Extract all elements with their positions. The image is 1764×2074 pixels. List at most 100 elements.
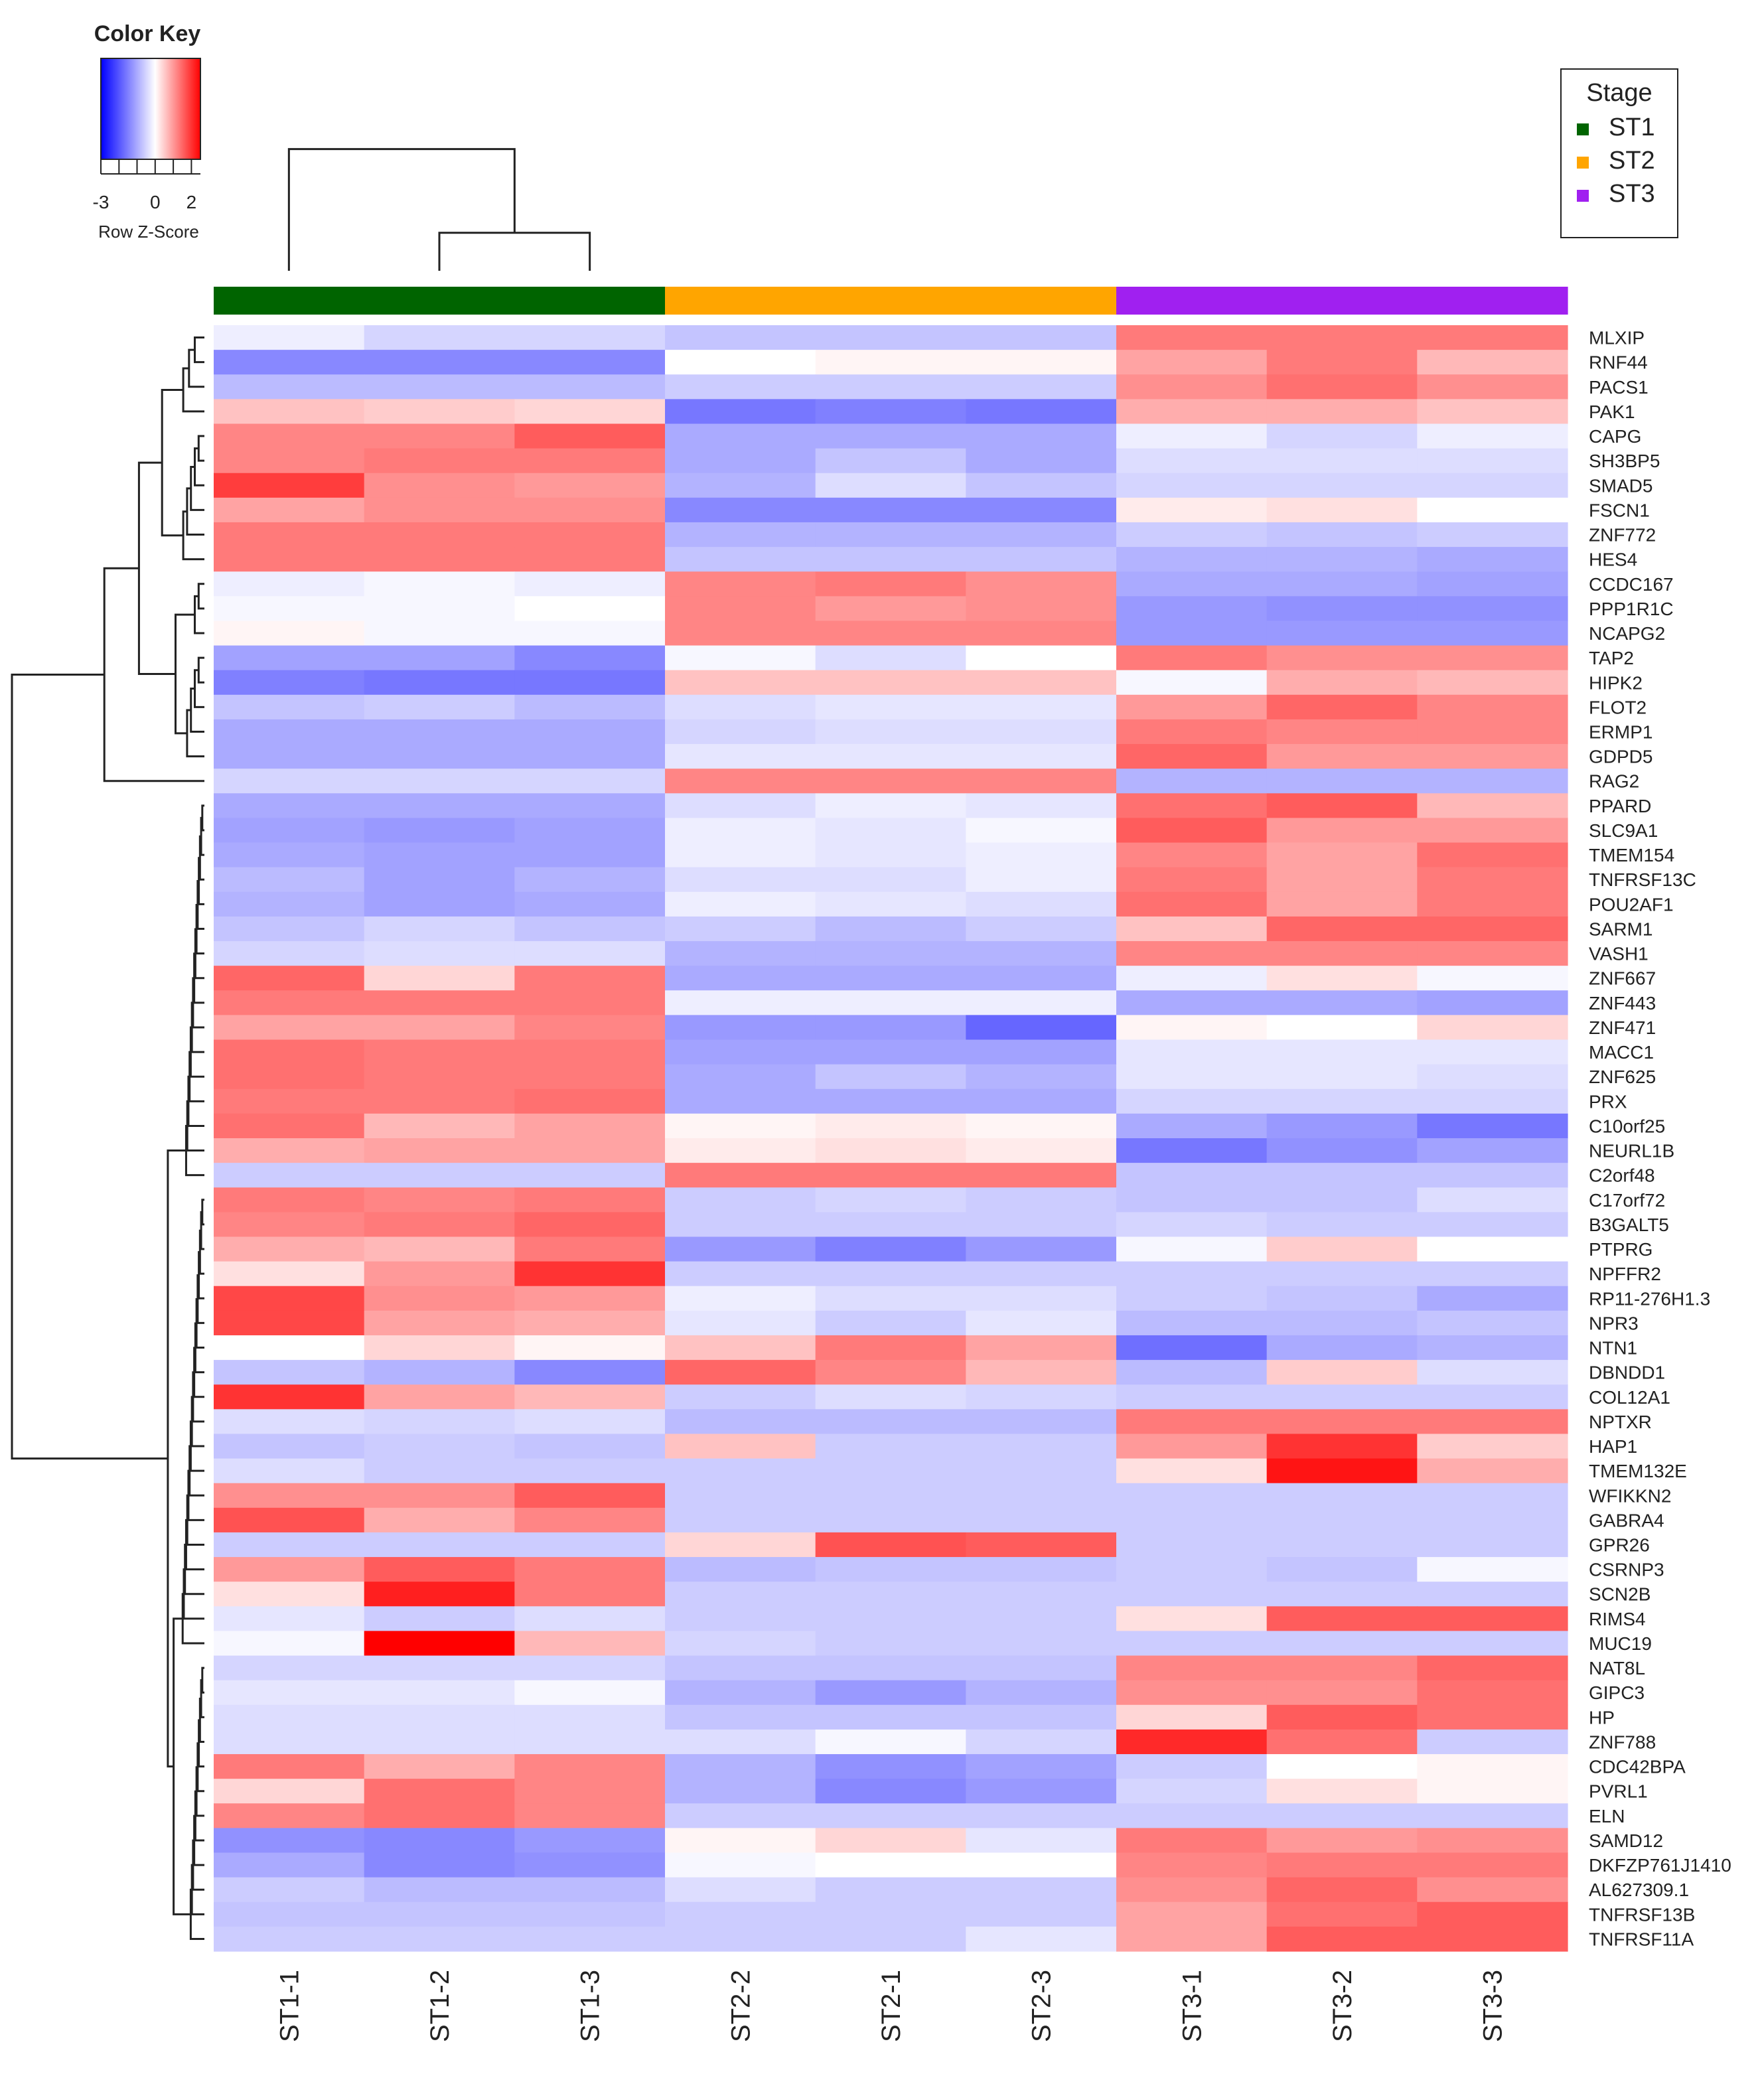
- heatmap-cell: [1266, 842, 1418, 868]
- heatmap-cell: [514, 1384, 666, 1410]
- stage-bar-segment: [514, 287, 666, 315]
- heatmap-cell: [966, 1335, 1117, 1361]
- heatmap-cell: [966, 694, 1117, 720]
- row-dendrogram-branch: [198, 835, 204, 881]
- heatmap-cell: [966, 325, 1117, 350]
- legend-swatch: [1577, 123, 1589, 135]
- row-label: TMEM154: [1589, 845, 1674, 865]
- heatmap-cell: [966, 744, 1117, 769]
- row-label: TNFRSF13C: [1589, 869, 1696, 890]
- heatmap-cell: [966, 1631, 1117, 1657]
- heatmap-cell: [1266, 645, 1418, 671]
- heatmap-cell: [1116, 1606, 1268, 1632]
- heatmap-cell: [514, 769, 666, 794]
- heatmap-cell: [815, 1557, 966, 1582]
- row-label: HIPK2: [1589, 672, 1643, 693]
- heatmap-cell: [1266, 1384, 1418, 1410]
- heatmap-cell: [1116, 867, 1268, 893]
- heatmap-cell: [1116, 1015, 1268, 1041]
- heatmap-cell: [364, 399, 515, 425]
- heatmap-cell: [1417, 1631, 1568, 1657]
- row-label: GPR26: [1589, 1535, 1650, 1556]
- row-label: SLC9A1: [1589, 820, 1658, 841]
- row-dendrogram-branch: [201, 1667, 204, 1694]
- heatmap-cell: [1266, 1236, 1418, 1262]
- heatmap-cell: [665, 1803, 816, 1828]
- heatmap-cell: [1116, 769, 1268, 794]
- heatmap-cell: [514, 1877, 666, 1903]
- heatmap-cell: [1417, 1212, 1568, 1238]
- heatmap-cell: [665, 1852, 816, 1878]
- heatmap-cell: [364, 325, 515, 350]
- row-dendrogram-branch: [11, 674, 168, 1460]
- heatmap-cell: [665, 1704, 816, 1730]
- heatmap-cell: [665, 1138, 816, 1163]
- heatmap-cell: [1417, 1236, 1568, 1262]
- heatmap-cell: [665, 941, 816, 966]
- heatmap-cell: [514, 966, 666, 991]
- heatmap-cell: [815, 522, 966, 548]
- heatmap-cell: [1116, 1434, 1268, 1459]
- row-label: ZNF443: [1589, 993, 1656, 1013]
- row-label: TMEM132E: [1589, 1461, 1687, 1481]
- heatmap-cell: [214, 1852, 365, 1878]
- heatmap-cell: [966, 769, 1117, 794]
- heatmap-cell: [815, 399, 966, 425]
- heatmap-cell: [966, 867, 1117, 893]
- row-dendrogram-branch: [198, 1251, 204, 1299]
- heatmap-cell: [815, 1483, 966, 1509]
- row-label: RIMS4: [1589, 1609, 1646, 1629]
- heatmap-cell: [1266, 350, 1418, 375]
- heatmap-cell: [214, 916, 365, 942]
- heatmap-cell: [364, 547, 515, 572]
- legend-swatch: [1577, 190, 1589, 202]
- row-label: NCAPG2: [1589, 623, 1665, 644]
- heatmap-cell: [1266, 694, 1418, 720]
- heatmap-cell: [514, 1458, 666, 1484]
- heatmap-cell: [1417, 423, 1568, 449]
- heatmap-cell: [665, 547, 816, 572]
- heatmap-cell: [514, 473, 666, 498]
- heatmap-cell: [514, 1064, 666, 1090]
- heatmap-cells: [214, 325, 1568, 1952]
- heatmap-cell: [214, 1212, 365, 1238]
- stage-bar-segment: [1417, 287, 1568, 315]
- heatmap-cell: [815, 596, 966, 622]
- legend-label: ST3: [1609, 180, 1655, 208]
- heatmap-cell: [214, 719, 365, 745]
- heatmap-cell: [1116, 1779, 1268, 1804]
- heatmap-cell: [665, 1187, 816, 1213]
- heatmap-cell: [1266, 1729, 1418, 1755]
- heatmap-cell: [966, 1877, 1117, 1903]
- heatmap-cell: [1116, 571, 1268, 597]
- heatmap-cell: [1417, 1360, 1568, 1385]
- heatmap-cell: [1116, 645, 1268, 671]
- heatmap-cell: [966, 1212, 1117, 1238]
- heatmap-cell: [214, 1015, 365, 1041]
- heatmap-cell: [364, 916, 515, 942]
- heatmap-cell: [815, 1729, 966, 1755]
- row-dendrogram-branch: [194, 336, 204, 364]
- heatmap-cell: [214, 1310, 365, 1336]
- heatmap-cell: [514, 867, 666, 893]
- heatmap-cell: [665, 1039, 816, 1065]
- heatmap-cell: [514, 1779, 666, 1804]
- heatmap-cell: [1116, 1532, 1268, 1558]
- heatmap-cell: [364, 571, 515, 597]
- heatmap-cell: [1116, 350, 1268, 375]
- heatmap-cell: [214, 1828, 365, 1854]
- heatmap-cell: [1266, 1335, 1418, 1361]
- heatmap-cell: [815, 1015, 966, 1041]
- row-dendrogram: [11, 336, 204, 1940]
- heatmap-cell: [364, 891, 515, 917]
- heatmap-cell: [214, 990, 365, 1015]
- heatmap-cell: [1417, 694, 1568, 720]
- heatmap-cell: [364, 1039, 515, 1065]
- heatmap-cell: [514, 1236, 666, 1262]
- heatmap-cell: [214, 522, 365, 548]
- heatmap-cell: [1266, 1704, 1418, 1730]
- heatmap-cell: [1116, 941, 1268, 966]
- heatmap-cell: [1116, 1803, 1268, 1828]
- heatmap-cell: [514, 916, 666, 942]
- heatmap-cell: [214, 1877, 365, 1903]
